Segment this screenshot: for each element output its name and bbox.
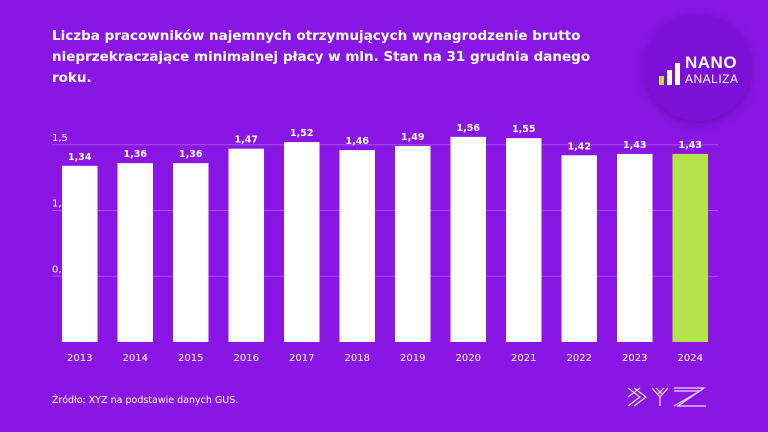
- bar: [172, 163, 209, 342]
- data-label: 1,36: [179, 149, 203, 160]
- bar: [339, 150, 376, 342]
- logo-analiza-text: ANALIZA: [685, 72, 739, 86]
- bar: [561, 155, 598, 342]
- data-label: 1,42: [568, 141, 591, 152]
- x-tick-label: 2017: [289, 353, 314, 364]
- chart-title: Liczba pracowników najemnych otrzymujący…: [52, 28, 591, 86]
- bar: [228, 148, 265, 342]
- data-label: 1,34: [68, 152, 92, 163]
- nano-analiza-logo: NANO ANALIZA: [645, 15, 751, 121]
- data-label: 1,52: [290, 128, 313, 139]
- data-label: 1,43: [679, 140, 702, 151]
- y-tick-label: 0,5: [52, 264, 68, 275]
- y-tick-label: 1,0: [52, 199, 68, 210]
- x-tick-label: 2024: [678, 353, 703, 364]
- bar: [117, 163, 154, 342]
- x-tick-label: 2020: [456, 353, 481, 364]
- xyz-logo: [627, 387, 706, 407]
- data-label: 1,49: [401, 132, 424, 143]
- data-label: 1,46: [346, 136, 370, 147]
- bar: [394, 146, 431, 342]
- source-note: Źródło: XYZ na podstawie danych GUS.: [52, 395, 239, 406]
- x-tick-label: 2023: [622, 353, 647, 364]
- bar-chart-icon: [659, 63, 681, 85]
- x-tick-label: 2014: [123, 353, 148, 364]
- x-tick-label: 2015: [178, 353, 203, 364]
- data-label: 1,47: [235, 135, 258, 146]
- logo-nano-text: NANO: [685, 53, 738, 72]
- data-label: 1,36: [124, 149, 148, 160]
- data-label: 1,56: [457, 123, 481, 134]
- data-label: 1,43: [623, 140, 646, 151]
- x-tick-label: 2018: [345, 353, 370, 364]
- data-label: 1,55: [512, 124, 535, 135]
- bar: [283, 142, 320, 342]
- bar: [616, 153, 653, 342]
- x-tick-label: 2022: [567, 353, 592, 364]
- bar: [505, 138, 542, 342]
- bar: [450, 136, 487, 342]
- y-tick-label: 1,5: [52, 133, 68, 144]
- bar: [672, 153, 709, 342]
- x-tick-label: 2016: [234, 353, 259, 364]
- bar: [61, 165, 98, 342]
- x-tick-label: 2021: [511, 353, 536, 364]
- x-tick-label: 2013: [67, 353, 92, 364]
- x-tick-label: 2019: [400, 353, 425, 364]
